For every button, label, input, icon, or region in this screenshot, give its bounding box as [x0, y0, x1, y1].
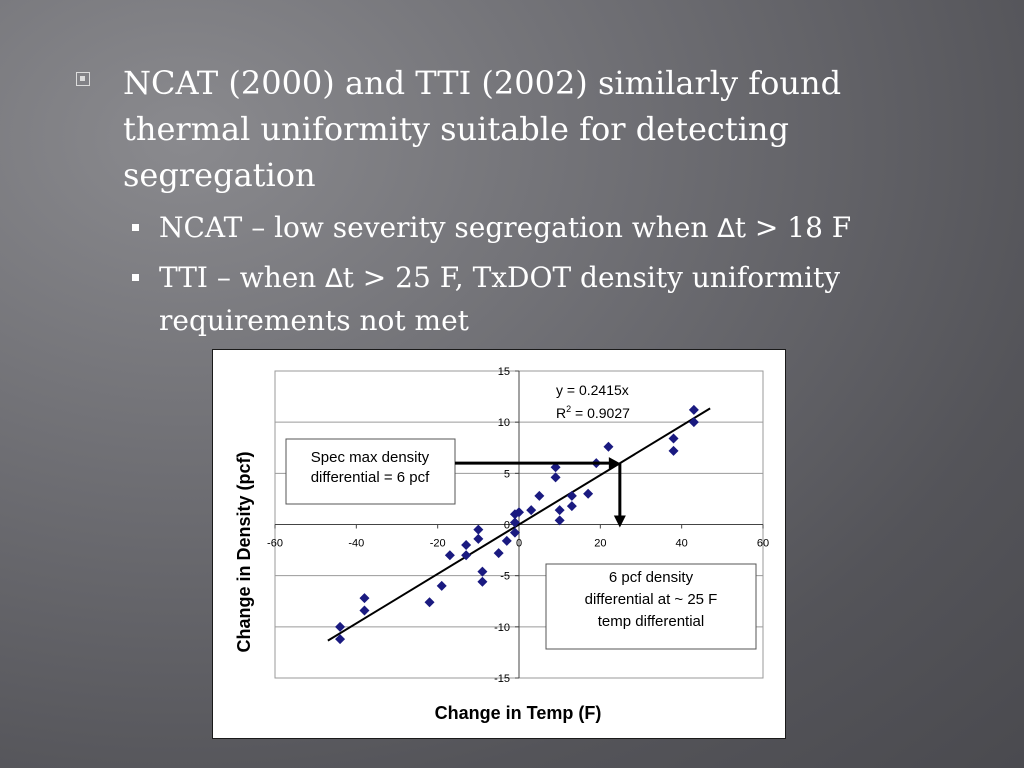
data-point	[477, 566, 488, 577]
data-point	[493, 548, 504, 559]
y-tick-label: 0	[504, 520, 510, 532]
axes: -60 -40 -20 0 20 40 60 -15 -10 -5 0 5 10 15	[267, 366, 769, 685]
x-tick-label: -60	[267, 538, 283, 550]
y-axis-label: Change in Density (pcf)	[234, 451, 254, 652]
data-points	[335, 404, 699, 645]
data-point	[501, 535, 512, 546]
annotations: y = 0.2415x R2 = 0.9027 Spec max density di…	[285, 382, 757, 650]
data-point	[424, 597, 435, 608]
data-point	[473, 533, 484, 544]
data-point	[566, 501, 577, 512]
data-point	[514, 507, 524, 518]
sub-bullet-ncat: NCAT – low severity segregation when ∆t …	[132, 207, 932, 250]
data-point	[444, 550, 455, 561]
delta-symbol: ∆	[717, 214, 735, 244]
small-square-bullet-icon	[132, 274, 139, 281]
x-tick-label: 40	[676, 538, 688, 550]
data-point	[583, 488, 594, 499]
data-point	[461, 539, 472, 550]
horizontal-arrow-head	[608, 457, 620, 470]
y-tick-label: 10	[498, 417, 510, 429]
data-point	[477, 576, 488, 587]
data-point	[335, 634, 346, 645]
y-tick-label: -5	[500, 571, 510, 583]
data-point	[554, 505, 565, 516]
data-point	[566, 490, 577, 501]
data-point	[550, 472, 561, 483]
trendline-layer	[327, 407, 711, 642]
y-tick-label: 15	[498, 366, 510, 378]
x-tick-label: -40	[348, 538, 364, 550]
main-bullet: NCAT (2000) and TTI (2002) similarly fou…	[76, 60, 956, 198]
vertical-arrow-head	[613, 515, 626, 528]
data-point	[603, 441, 614, 452]
x-tick-label: 20	[594, 538, 606, 550]
data-point	[668, 433, 679, 444]
sub-bullet-ncat-text: NCAT – low severity segregation when ∆t …	[159, 211, 852, 244]
data-point	[554, 515, 565, 526]
temp-differential-annotation-box	[545, 563, 757, 650]
data-point	[461, 550, 472, 561]
chart-svg: -60 -40 -20 0 20 40 60 -15 -10 -5 0 5 10 15 y = 0.241…	[234, 366, 769, 723]
data-point	[550, 462, 561, 473]
square-bullet-icon	[76, 72, 90, 86]
data-point	[335, 621, 346, 632]
y-tick-label: 5	[504, 468, 510, 480]
spec-max-annotation-line2: differential = 6 pcf	[311, 469, 430, 486]
sub-bullet-tti: TTI – when ∆t > 25 F, TxDOT density unif…	[132, 257, 932, 342]
x-tick-label: 0	[516, 538, 522, 550]
data-point	[509, 517, 520, 528]
data-point	[509, 527, 520, 538]
temp-annotation-line3: temp differential	[598, 613, 704, 630]
data-point	[534, 490, 545, 501]
trendline	[327, 407, 711, 642]
data-point	[359, 593, 370, 604]
small-square-bullet-icon	[132, 224, 139, 231]
x-tick-label: 60	[757, 538, 769, 550]
data-point	[526, 505, 537, 516]
scatter-chart: -60 -40 -20 0 20 40 60 -15 -10 -5 0 5 10 15 y = 0.241…	[212, 349, 786, 739]
data-point	[688, 404, 699, 415]
temp-annotation-line2: differential at ~ 25 F	[585, 591, 718, 608]
y-tick-label: -10	[494, 622, 510, 634]
equation-label: y = 0.2415x	[556, 382, 629, 398]
data-point	[509, 509, 520, 520]
spec-max-annotation-line1: Spec max density	[311, 449, 430, 466]
data-point	[359, 605, 370, 616]
delta-symbol: ∆	[325, 264, 343, 294]
data-point	[436, 580, 447, 591]
r-squared-label: R2 = 0.9027	[556, 404, 630, 421]
data-point	[688, 417, 699, 428]
temp-annotation-line1: 6 pcf density	[609, 569, 694, 586]
data-point	[473, 524, 484, 535]
spec-max-annotation-box	[285, 438, 456, 505]
y-tick-label: -15	[494, 673, 510, 685]
sub-bullet-tti-text: TTI – when ∆t > 25 F, TxDOT density unif…	[159, 261, 841, 337]
x-axis-label: Change in Temp (F)	[435, 703, 602, 723]
x-tick-label: -20	[430, 538, 446, 550]
main-bullet-text: NCAT (2000) and TTI (2002) similarly fou…	[123, 64, 842, 194]
data-point	[668, 445, 679, 456]
